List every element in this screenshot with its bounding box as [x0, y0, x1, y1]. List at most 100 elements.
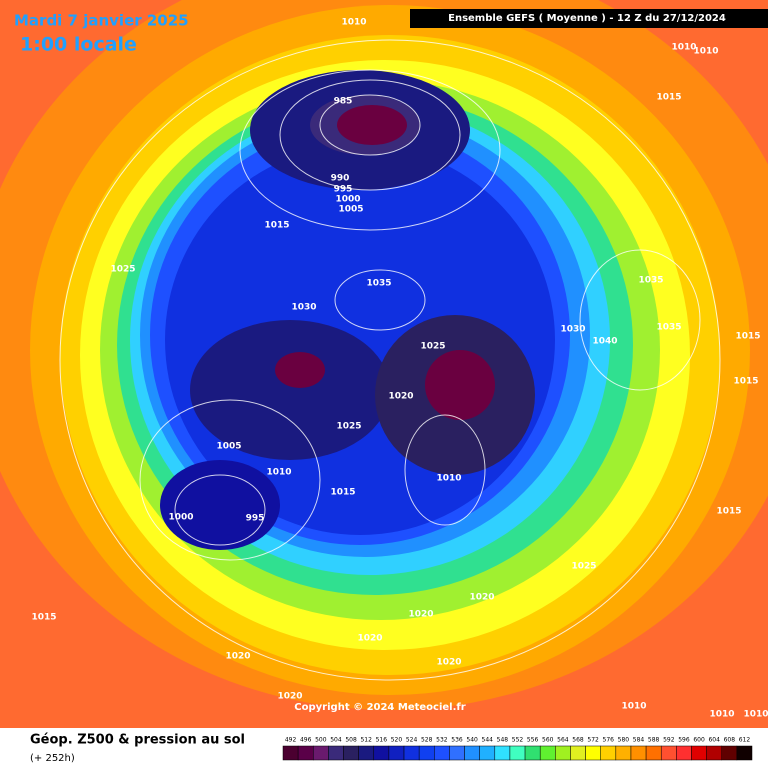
pressure-label: 1025: [110, 265, 135, 275]
colorbar-label: 512: [360, 737, 372, 744]
colorbar-swatch: [736, 745, 753, 761]
colorbar-label: 596: [678, 737, 690, 744]
pressure-label: 985: [334, 97, 353, 107]
pressure-label: 1010: [436, 474, 461, 484]
footer-title: Géop. Z500 & pression au sol: [30, 733, 245, 748]
colorbar-swatch: [403, 745, 420, 761]
colorbar-swatch: [388, 745, 405, 761]
pressure-label: 1035: [656, 323, 681, 333]
colorbar-swatch: [660, 745, 677, 761]
pressure-label: 1015: [656, 93, 681, 103]
colorbar-label: 516: [376, 737, 388, 744]
colorbar-label: 536: [451, 737, 463, 744]
colorbar-label: 572: [587, 737, 599, 744]
colorbar-swatch: [494, 745, 511, 761]
colorbar-swatch: [449, 745, 465, 761]
colorbar-swatch: [585, 745, 601, 761]
colorbar-label: 560: [542, 737, 554, 744]
pressure-label: 1000: [168, 513, 193, 523]
pressure-label: 1025: [571, 562, 596, 572]
pressure-label: 1035: [638, 276, 663, 286]
colorbar-swatch: [524, 745, 541, 761]
colorbar-label: 528: [421, 737, 433, 744]
pressure-label: 1040: [592, 337, 617, 347]
pressure-label: 1010: [709, 710, 734, 720]
pressure-label: 1035: [366, 279, 391, 289]
pressure-label: 1020: [277, 692, 302, 702]
colorbar-swatch: [328, 745, 344, 761]
pressure-label: 1020: [408, 610, 433, 620]
pressure-label: 1015: [264, 221, 289, 231]
colorbar-swatch: [630, 745, 647, 761]
pressure-label: 1010: [341, 18, 366, 28]
colorbar-label: 568: [572, 737, 584, 744]
colorbar-swatch: [479, 745, 496, 761]
colorbar-swatch: [313, 745, 329, 761]
pressure-label: 1025: [420, 342, 445, 352]
pressure-label: 1025: [336, 422, 361, 432]
pressure-label: 990: [331, 174, 350, 184]
colorbar-swatch: [282, 745, 299, 761]
colorbar-label: 588: [648, 737, 660, 744]
colorbar-swatch: [539, 745, 556, 761]
colorbar-swatch: [418, 745, 435, 761]
pressure-label: 1010: [743, 710, 768, 720]
colorbar-label: 544: [482, 737, 494, 744]
colorbar-label: 580: [618, 737, 630, 744]
local-time: 1:00 locale: [20, 34, 137, 56]
pressure-label: 1005: [338, 205, 363, 215]
colorbar-swatch: [691, 745, 707, 761]
pressure-label: 1015: [716, 507, 741, 517]
colorbar-label: 592: [663, 737, 675, 744]
colorbar-label: 612: [739, 737, 751, 744]
colorbar-label: 608: [724, 737, 736, 744]
colorbar-label: 540: [466, 737, 478, 744]
colorbar-label: 576: [603, 737, 615, 744]
pressure-label: 1010: [671, 43, 696, 53]
colorbar-swatch: [721, 745, 738, 761]
colorbar-swatch: [434, 745, 450, 761]
colorbar-label: 504: [330, 737, 342, 744]
colorbar-label: 500: [315, 737, 327, 744]
pressure-label: 1020: [225, 652, 250, 662]
colorbar-swatch: [615, 745, 632, 761]
pressure-label: 1020: [388, 392, 413, 402]
pressure-label: 1030: [291, 303, 316, 313]
pressure-label: 1010: [621, 702, 646, 712]
colorbar-swatch: [645, 745, 662, 761]
colorbar-label: 556: [527, 737, 539, 744]
colorbar-label: 532: [436, 737, 448, 744]
pressure-label: 995: [246, 514, 265, 524]
colorbar-swatch: [464, 745, 480, 761]
lead-time: (+ 252h): [30, 753, 75, 764]
pressure-labels: 1010101010101015985990995100010051015102…: [31, 18, 768, 720]
pressure-label: 1005: [216, 442, 241, 452]
pressure-label: 1010: [266, 468, 291, 478]
colorbar-label: 508: [345, 737, 357, 744]
pressure-label: 1000: [335, 195, 360, 205]
colorbar-swatch: [373, 745, 390, 761]
pressure-label: 1020: [469, 593, 494, 603]
run-info: Ensemble GEFS ( Moyenne ) - 12 Z du 27/1…: [448, 13, 726, 24]
colorbar-label: 600: [693, 737, 705, 744]
colorbar-label: 584: [633, 737, 645, 744]
colorbar-swatch: [509, 745, 526, 761]
colorbar-swatch: [555, 745, 571, 761]
colorbar-swatch: [358, 745, 375, 761]
colorbar-label: 520: [391, 737, 403, 744]
colorbar-swatch: [600, 745, 617, 761]
pressure-label: 1010: [693, 47, 718, 57]
pressure-label: 1020: [357, 634, 382, 644]
copyright: Copyright © 2024 Meteociel.fr: [294, 702, 465, 713]
colorbar-label: 492: [285, 737, 297, 744]
colorbar-swatch: [676, 745, 692, 761]
date: Mardi 7 janvier 2025: [14, 12, 189, 30]
pressure-label: 995: [334, 185, 353, 195]
colorbar-label: 564: [557, 737, 569, 744]
pressure-label: 1020: [436, 658, 461, 668]
colorbar-swatch: [297, 745, 314, 761]
colorbar-swatch: [570, 745, 586, 761]
pressure-label: 1015: [330, 488, 355, 498]
colorbar-label: 548: [497, 737, 509, 744]
